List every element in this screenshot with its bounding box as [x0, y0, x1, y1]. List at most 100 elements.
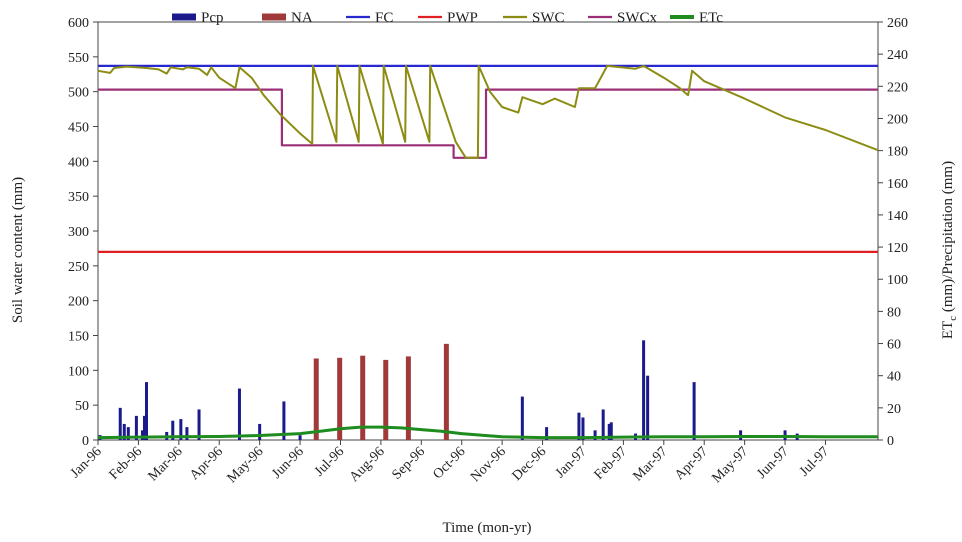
x-tick-label: May-96: [225, 444, 267, 486]
pcp-bar: [126, 427, 130, 440]
right-tick-label: 240: [887, 48, 908, 63]
legend-label-pcp: Pcp: [201, 10, 224, 26]
x-tick-label: Dec-96: [510, 444, 550, 484]
right-tick-label: 160: [887, 177, 908, 192]
pcp-bar: [642, 340, 646, 440]
swcx-line: [98, 88, 878, 159]
legend-label-etc: ETc: [699, 10, 723, 26]
left-tick-label: 150: [68, 330, 89, 345]
right-tick-label: 100: [887, 273, 908, 288]
pcp-bar: [185, 427, 189, 440]
right-tick-label: 60: [887, 338, 901, 353]
legend-label-na: NA: [291, 10, 313, 26]
x-tick-label: Sep-96: [389, 444, 428, 483]
pcp-bar: [692, 382, 696, 440]
y-axis-right-label-et: ET: [940, 321, 956, 339]
x-tick-label: Aug-96: [347, 444, 388, 485]
na-bar: [313, 358, 319, 440]
x-tick-label: Mar-97: [631, 444, 671, 484]
right-tick-label: 0: [887, 434, 894, 449]
left-tick-label: 200: [68, 295, 89, 310]
y-axis-left-label: Soil water content (mm): [10, 177, 26, 323]
y-axis-right-label-rest: (mm)/Precipitation (mm): [940, 161, 956, 316]
pcp-bar: [593, 430, 597, 440]
pcp-bar: [171, 420, 175, 440]
x-tick-label: Nov-96: [468, 444, 509, 485]
na-bar: [383, 359, 389, 440]
pcp-bar: [140, 430, 144, 440]
na-bar: [443, 343, 449, 440]
left-tick-label: 0: [82, 434, 89, 449]
y-axis-right-label-sub: c: [947, 316, 959, 321]
pcp-bar: [298, 435, 302, 440]
x-tick-label: Mar-96: [146, 444, 186, 484]
x-tick-label: Jan-96: [68, 444, 105, 481]
right-tick-label: 180: [887, 145, 908, 160]
pcp-bar: [134, 415, 138, 440]
left-tick-label: 600: [68, 16, 89, 31]
left-tick-label: 100: [68, 364, 89, 379]
pcp-bar: [282, 401, 286, 440]
pcp-bar: [144, 382, 148, 440]
right-tick-label: 20: [887, 402, 901, 417]
x-tick-label: Jun-96: [269, 444, 307, 482]
x-tick-label: Feb-96: [107, 444, 146, 483]
x-tick-label: Apr-97: [672, 444, 711, 483]
left-tick-label: 500: [68, 86, 89, 101]
legend-label-swcx: SWCx: [617, 10, 658, 26]
right-tick-label: 140: [887, 209, 908, 224]
left-tick-label: 300: [68, 225, 89, 240]
right-tick-label: 120: [887, 241, 908, 256]
x-tick-label: Jul-96: [312, 444, 347, 479]
right-tick-label: 260: [887, 16, 908, 31]
right-tick-label: 220: [887, 80, 908, 95]
series-layer: [97, 64, 879, 440]
right-axis-ticks: 0 20 40 60 80 100 120 140 160 180 200 220 240 260: [878, 16, 908, 449]
pcp-bar: [577, 412, 581, 440]
na-bar: [405, 356, 411, 440]
left-axis-ticks: 0 50 100 150 200 250 300 350 400 450 500 550 600: [68, 16, 98, 449]
legend: Pcp NA FC PWP SWC SWCx ETc: [172, 10, 723, 26]
na-bar: [360, 355, 366, 440]
x-tick-label: Jan-97: [553, 444, 590, 481]
legend-label-fc: FC: [375, 10, 393, 26]
pcp-bar: [258, 423, 262, 440]
x-axis-label: Time (mon-yr): [442, 520, 531, 536]
pcp-bar: [179, 419, 183, 440]
pcp-bar: [545, 427, 549, 440]
left-tick-label: 450: [68, 121, 89, 136]
left-tick-label: 350: [68, 190, 89, 205]
pcp-bar: [197, 409, 201, 440]
pcp-bar: [646, 375, 650, 440]
legend-label-swc: SWC: [532, 10, 565, 26]
x-tick-label: Jun-97: [754, 444, 792, 482]
x-tick-label: Jul-97: [797, 444, 832, 479]
etc-line: [97, 425, 878, 440]
pcp-bar: [118, 407, 122, 440]
left-tick-label: 50: [75, 399, 89, 414]
x-tick-label: Apr-96: [187, 444, 226, 483]
left-tick-label: 250: [68, 260, 89, 275]
pcp-bar: [122, 423, 126, 440]
right-tick-label: 40: [887, 370, 901, 385]
x-tick-label: Feb-97: [592, 444, 631, 483]
pcp-bar: [607, 423, 611, 440]
x-tick-label: Oct-96: [430, 444, 468, 482]
pcp-bar: [520, 396, 524, 440]
pcp-bar: [609, 422, 613, 440]
x-tick-label: May-97: [710, 444, 752, 486]
right-tick-label: 80: [887, 305, 901, 320]
swc-line: [97, 64, 879, 159]
pcp-bar: [601, 409, 605, 440]
pcp-bar: [237, 388, 241, 440]
right-tick-label: 200: [887, 112, 908, 127]
left-tick-label: 550: [68, 51, 89, 66]
left-tick-label: 400: [68, 155, 89, 170]
pcp-bar: [581, 417, 585, 440]
legend-label-pwp: PWP: [447, 10, 478, 26]
y-axis-right-label: ETc (mm)/Precipitation (mm): [940, 161, 959, 339]
na-bar: [337, 357, 343, 440]
pcp-bar: [142, 415, 146, 440]
